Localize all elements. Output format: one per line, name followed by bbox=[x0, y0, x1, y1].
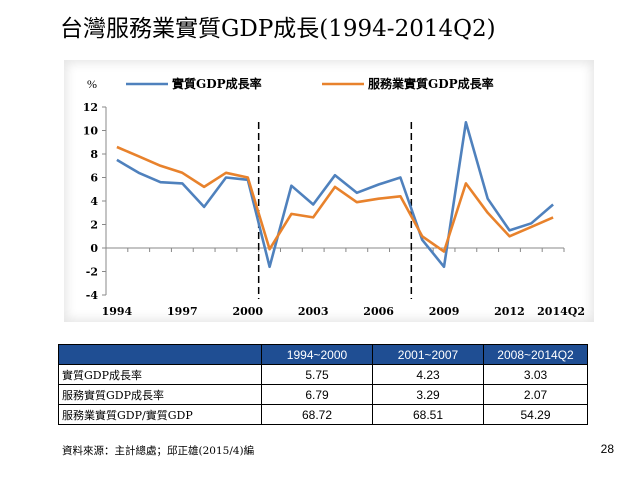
legend-label: 實質GDP成長率 bbox=[172, 76, 262, 91]
table-header-cell: 2001~2007 bbox=[372, 344, 484, 365]
line-chart: -4 -2 0 2 4 6 8 10 12% 1994 1997 2000 2003 2006 2009 20… bbox=[83, 76, 585, 318]
series-line bbox=[116, 145, 554, 253]
y-tick-label: 12 bbox=[83, 101, 98, 114]
x-tick-label: 2003 bbox=[298, 305, 329, 318]
source-note: 資料來源：主計總處；邱正雄(2015/4)編 bbox=[62, 445, 255, 457]
table-cell: 4.23 bbox=[372, 364, 484, 385]
table-cell: 3.03 bbox=[483, 364, 588, 385]
table-header-row: 1994~2000 2001~2007 2008~2014Q2 bbox=[58, 344, 588, 365]
table-row: 服務業實質GDP/實質GDP 68.72 68.51 54.29 bbox=[58, 404, 588, 425]
series-line bbox=[116, 120, 554, 269]
x-tick-label: 1994 bbox=[102, 305, 133, 318]
y-tick-label: 8 bbox=[90, 148, 98, 161]
y-tick-label: -4 bbox=[86, 289, 99, 302]
x-tick-label: 2014Q2 bbox=[537, 305, 585, 318]
table-cell: 68.51 bbox=[372, 404, 484, 425]
x-tick-label: 1997 bbox=[167, 305, 198, 318]
chart-frame: -4 -2 0 2 4 6 8 10 12% 1994 1997 2000 2003 2006 2009 20… bbox=[64, 60, 594, 322]
x-tick-label: 2012 bbox=[494, 305, 525, 318]
y-tick-label: 0 bbox=[90, 242, 98, 255]
table-cell: 54.29 bbox=[483, 404, 588, 425]
legend-label: 服務業實質GDP成長率 bbox=[368, 76, 494, 91]
table-row-label: 服務業實質GDP/實質GDP bbox=[58, 404, 262, 425]
table-header-cell: 2008~2014Q2 bbox=[483, 344, 588, 365]
y-axis-label: % bbox=[87, 77, 97, 91]
x-tick-label: 2006 bbox=[363, 305, 394, 318]
table-cell: 6.79 bbox=[261, 384, 373, 405]
x-tick-label: 2000 bbox=[232, 305, 263, 318]
table-cell: 2.07 bbox=[483, 384, 588, 405]
table-cell: 68.72 bbox=[261, 404, 373, 425]
table-header-cell: 1994~2000 bbox=[261, 344, 373, 365]
table-row: 服務實質GDP成長率 6.79 3.29 2.07 bbox=[58, 384, 588, 405]
y-tick-label: -2 bbox=[86, 266, 98, 279]
table-row: 實質GDP成長率 5.75 4.23 3.03 bbox=[58, 364, 588, 385]
table-cell: 3.29 bbox=[372, 384, 484, 405]
y-tick-label: 10 bbox=[83, 125, 99, 138]
y-tick-label: 4 bbox=[90, 195, 98, 208]
y-tick-label: 2 bbox=[90, 219, 98, 232]
table-header-corner bbox=[58, 344, 262, 365]
y-tick-label: 6 bbox=[90, 172, 98, 185]
summary-table: 1994~2000 2001~2007 2008~2014Q2 實質GDP成長率… bbox=[58, 344, 588, 425]
x-tick-label: 2009 bbox=[429, 305, 460, 318]
page-number: 28 bbox=[600, 442, 614, 456]
table-cell: 5.75 bbox=[261, 364, 373, 385]
table-row-label: 服務實質GDP成長率 bbox=[58, 384, 262, 405]
slide-title: 台灣服務業實質GDP成長(1994-2014Q2) bbox=[60, 16, 496, 42]
table-row-label: 實質GDP成長率 bbox=[58, 364, 262, 385]
